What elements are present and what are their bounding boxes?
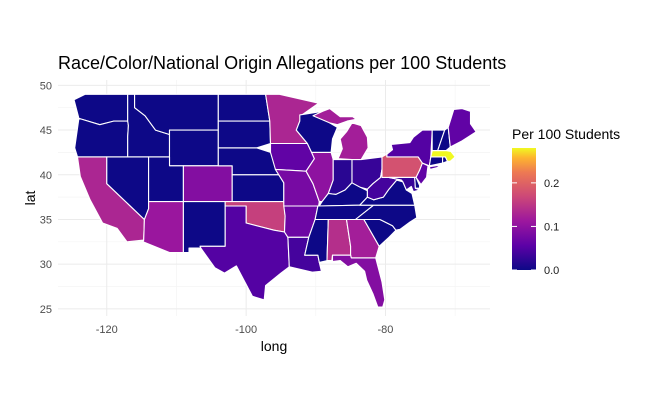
legend-ticks: 0.0 0.1 0.2 [512,178,559,277]
state-fl [331,254,386,308]
x-tick-labels: -120 -100 -80 [96,324,394,336]
y-tick-label: 25 [40,304,52,316]
legend-tick-label: 0.1 [544,221,559,233]
y-axis-label: lat [22,191,38,206]
state-nm [182,201,226,254]
y-tick-label: 50 [40,80,52,92]
color-legend: Per 100 Students 0.0 0.1 0.2 [512,126,620,277]
state-mi [337,122,369,161]
legend-tick-label: 0.2 [544,178,559,190]
state-pa [381,153,423,178]
y-tick-label: 45 [40,125,52,137]
legend-title: Per 100 Students [512,126,620,142]
legend-tick-label: 0.0 [544,265,559,277]
x-axis-label: long [261,338,287,354]
chart-title: Race/Color/National Origin Allegations p… [58,53,506,73]
state-nh [437,126,451,152]
state-tx [199,205,290,301]
legend-colorbar [512,148,536,270]
state-sd [217,120,272,149]
y-tick-label: 30 [40,259,52,271]
state-ks [231,174,285,203]
state-or [74,117,129,158]
state-ia [269,142,315,172]
state-nj [415,162,429,186]
state-mi [312,108,357,126]
x-tick-label: -120 [96,324,118,336]
x-tick-label: -100 [235,324,257,336]
state-nd [217,93,271,122]
plot-panel [58,80,490,316]
state-wy [168,129,219,167]
x-tick-label: -80 [378,324,394,336]
state-me [447,108,477,148]
state-ny [428,164,442,170]
state-az [142,201,184,254]
state-co [182,165,233,203]
y-tick-label: 40 [40,170,52,182]
y-tick-labels: 25 30 35 40 45 50 [40,80,52,315]
y-tick-label: 35 [40,214,52,226]
states-layer [73,93,477,308]
